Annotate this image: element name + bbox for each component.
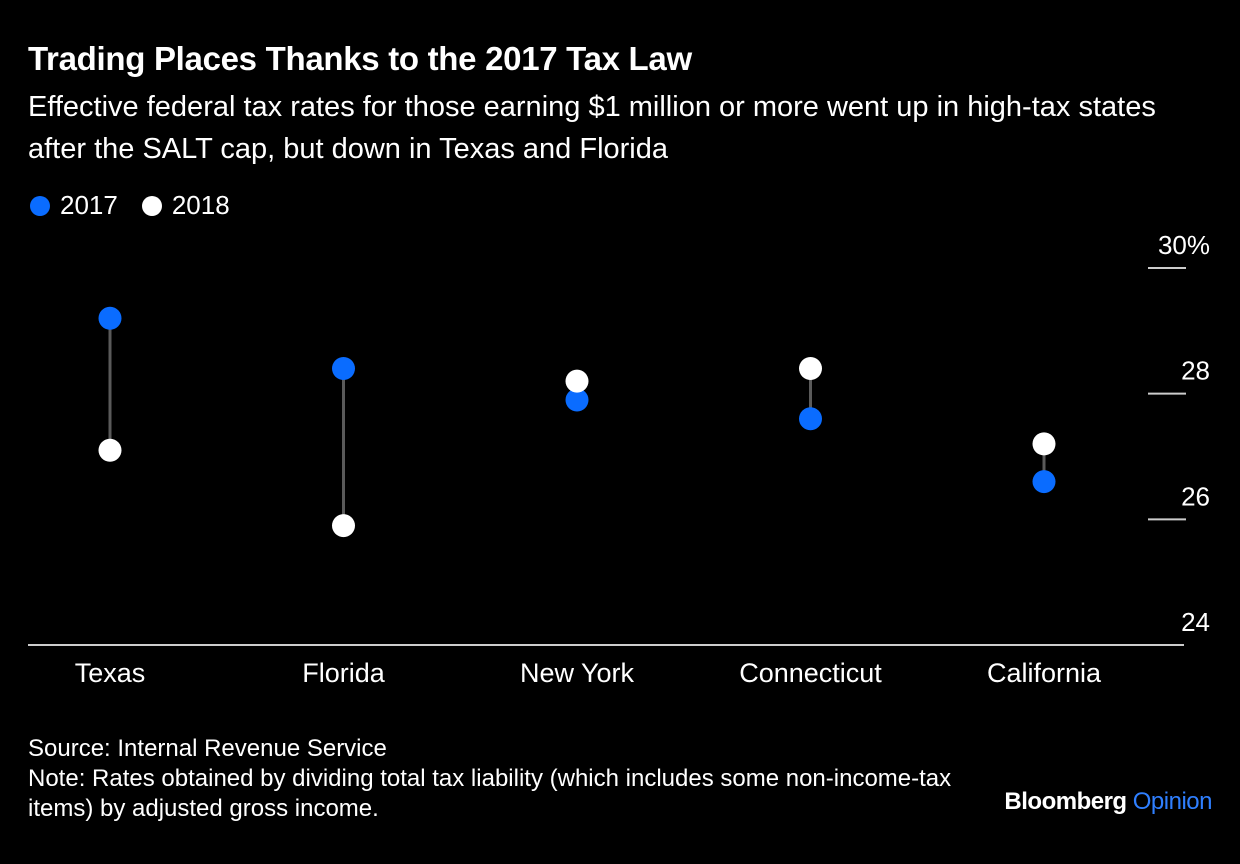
x-label-florida: Florida (302, 658, 386, 688)
dot-2018-new-york (565, 369, 589, 393)
legend-item-2017: 2017 (30, 190, 118, 221)
x-label-new-york: New York (520, 658, 635, 688)
x-label-california: California (987, 658, 1102, 688)
chart-title: Trading Places Thanks to the 2017 Tax La… (28, 40, 692, 77)
dot-2017-connecticut (799, 407, 822, 431)
legend-dot-2017 (30, 195, 50, 216)
y-tick-label-30: 30% (1158, 230, 1210, 260)
dot-2018-florida (332, 514, 355, 538)
footnote: Note: Rates obtained by dividing total t… (28, 765, 952, 822)
dot-2018-connecticut (799, 357, 822, 381)
y-tick-label-28: 28 (1181, 356, 1210, 386)
legend-label-2017: 2017 (60, 190, 118, 220)
x-label-texas: Texas (75, 658, 146, 688)
dumbbell-chart: 24 26 28 30% Texas Florida New York Connecticut… (28, 230, 1210, 688)
legend-label-2018: 2018 (171, 190, 230, 220)
source-note: Source: Internal Revenue Service (28, 735, 387, 762)
dot-2017-california (1032, 470, 1056, 494)
x-label-connecticut: Connecticut (739, 658, 882, 688)
legend-item-2018: 2018 (141, 190, 230, 221)
dot-2017-florida (332, 357, 355, 381)
dot-2018-california (1032, 432, 1056, 456)
dot-2017-new-york (565, 388, 589, 412)
legend: 2017 2018 (30, 190, 254, 221)
brand-logo: Bloomberg Opinion (1004, 788, 1212, 816)
y-tick-label-26: 26 (1181, 481, 1210, 511)
chart-subtitle: Effective federal tax rates for those ea… (28, 91, 1156, 165)
dot-2017-texas (98, 306, 122, 330)
dot-2018-texas (98, 438, 122, 462)
brand-accent: Opinion (1132, 788, 1213, 815)
brand-main: Bloomberg (1004, 788, 1127, 815)
y-tick-label-24: 24 (1181, 607, 1210, 637)
legend-dot-2018 (141, 195, 162, 216)
